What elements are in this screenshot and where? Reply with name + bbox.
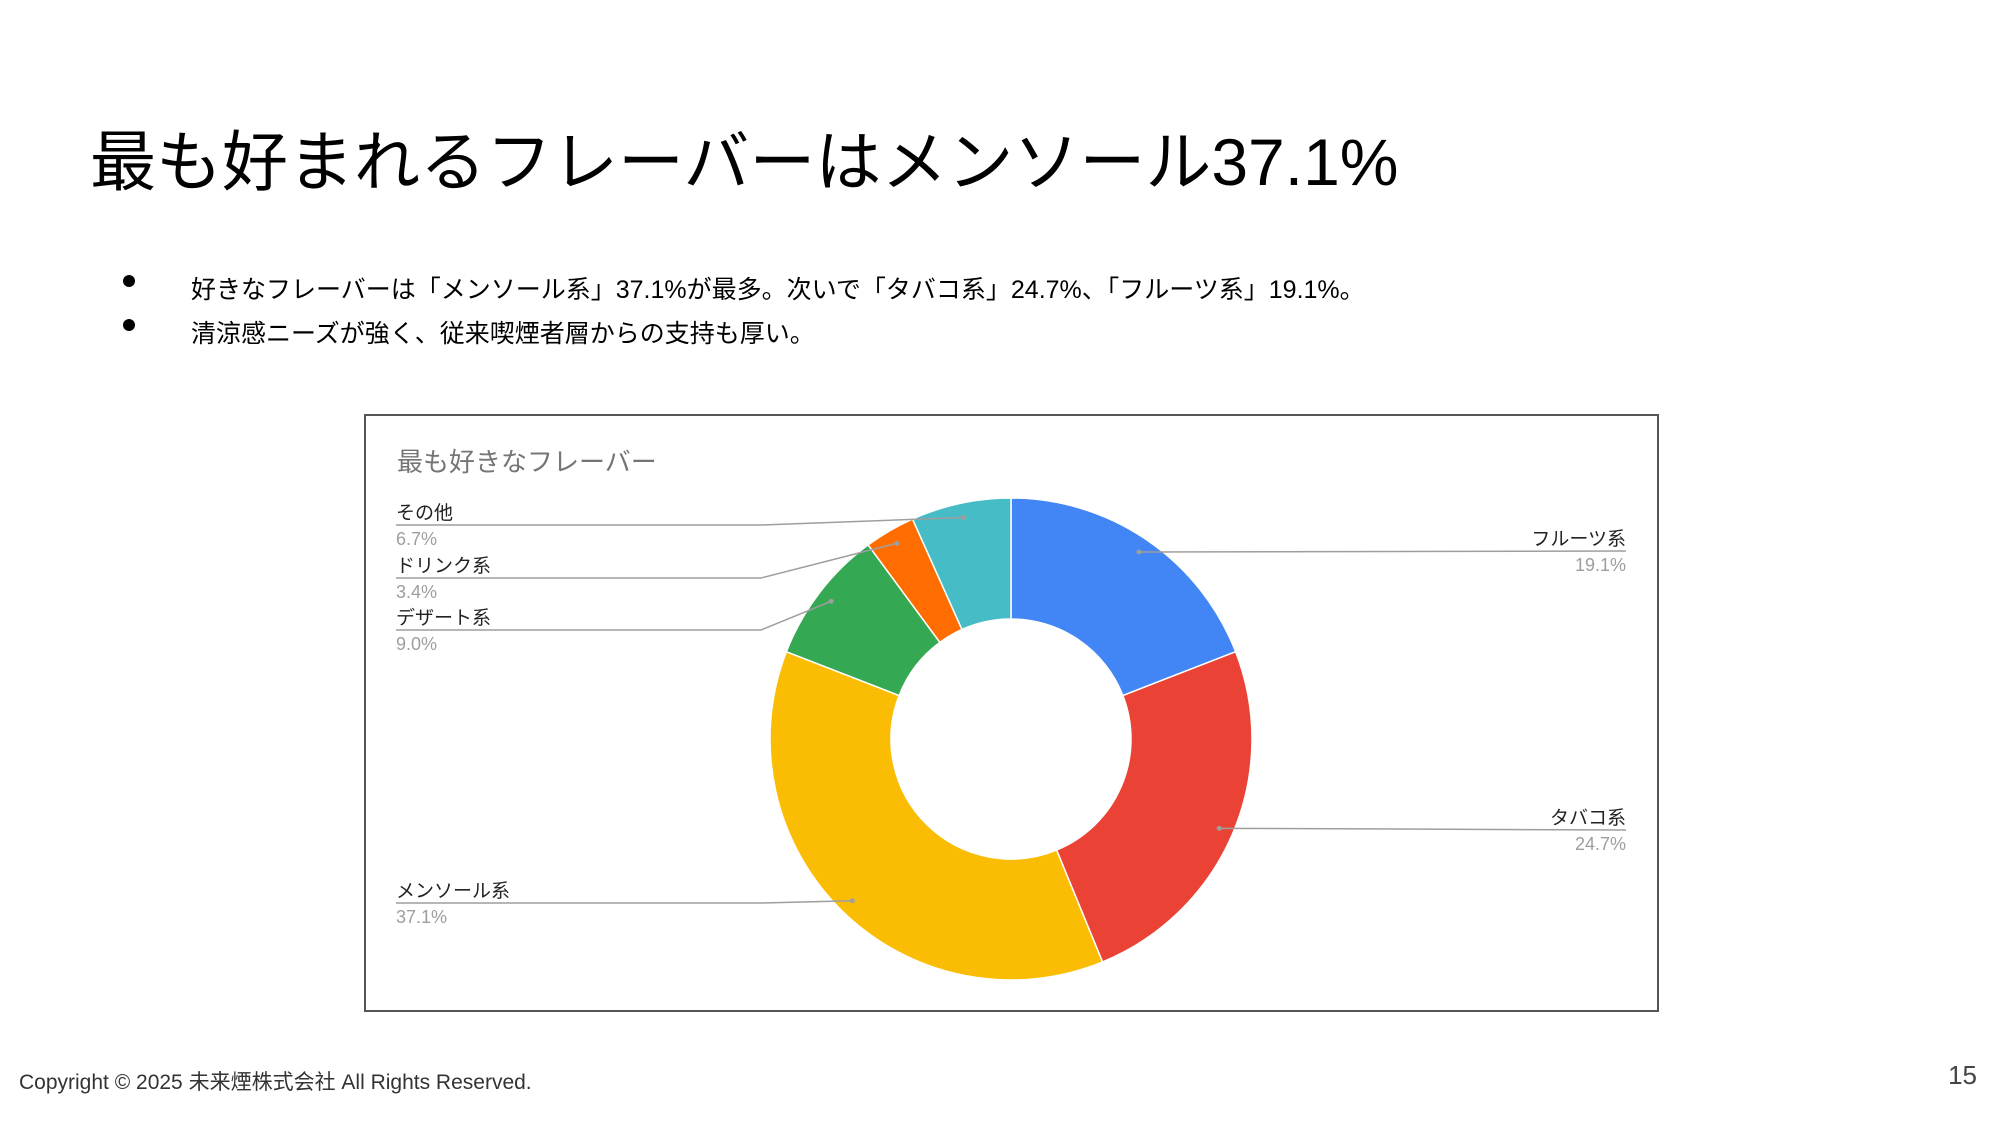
donut-slice [1055, 650, 1253, 963]
slice-label: メンソール系 [396, 880, 510, 902]
leader-dot [1136, 549, 1142, 555]
page-number: 15 [1948, 1060, 1977, 1090]
leader-line [396, 542, 898, 579]
leader-dot [828, 598, 834, 604]
leader-line [1138, 550, 1627, 553]
donut-slice [1010, 497, 1237, 697]
slice-value-label: 37.1% [396, 907, 447, 927]
slice-value-label: 24.7% [1575, 834, 1626, 854]
chart-title: 最も好きなフレーバー [397, 447, 657, 477]
donut-chart: フルーツ系 19.1% タバコ系 24.7% メンソール系 37.1% デザート系 9.0% ド… [396, 497, 1627, 981]
footer: Copyright © 2025 未来煙株式会社 All Rights Rese… [19, 1071, 532, 1094]
leader-line [396, 899, 853, 904]
leader-line [396, 516, 964, 526]
leader-dot [1216, 825, 1222, 831]
leader-dot [961, 514, 967, 520]
slice-value-label: 9.0% [396, 634, 437, 654]
donut-slice [911, 497, 1012, 631]
slice-label: ドリンク系 [396, 555, 491, 577]
leader-dot [894, 540, 900, 546]
slice-label: タバコ系 [1550, 807, 1626, 829]
slice-label: その他 [396, 502, 453, 524]
slide-title: 最も好まれるフレーバーはメンソール37.1% [90, 125, 1398, 199]
bullet-dot [123, 319, 135, 331]
slice-value-label: 6.7% [396, 529, 437, 549]
bullet-dot [123, 275, 135, 287]
slice-label: デザート系 [396, 607, 491, 629]
slice-value-label: 19.1% [1575, 555, 1626, 575]
bullet-text: 好きなフレーバーは「メンソール系」37.1%が最多。次いで「タバコ系」24.7%… [191, 276, 1365, 304]
leader-line [1219, 827, 1627, 831]
leader-dot [849, 898, 855, 904]
bullet-text: 清涼感ニーズが強く、従来喫煙者層からの支持も厚い。 [191, 320, 815, 348]
donut-slice [769, 650, 1104, 981]
slice-label: フルーツ系 [1531, 528, 1626, 550]
slice-value-label: 3.4% [396, 582, 437, 602]
leader-line [396, 600, 832, 631]
